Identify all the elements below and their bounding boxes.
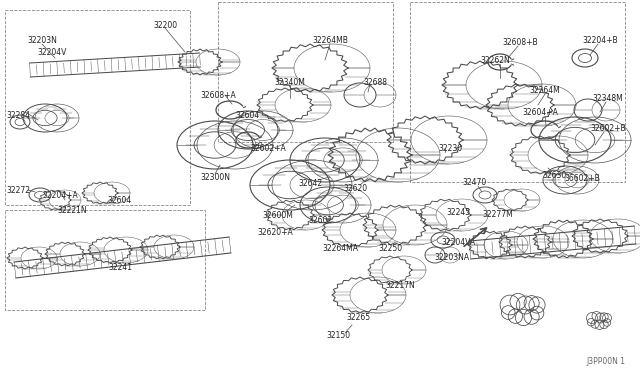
Text: 32203N: 32203N: [27, 35, 57, 45]
Text: 32265: 32265: [346, 314, 370, 323]
Text: 32150: 32150: [326, 330, 350, 340]
Text: 32204+B: 32204+B: [582, 35, 618, 45]
Text: 32300N: 32300N: [200, 173, 230, 182]
Text: 32230: 32230: [438, 144, 462, 153]
Text: 32264M: 32264M: [530, 86, 561, 94]
Text: 32340M: 32340M: [275, 77, 305, 87]
Text: 32608+B: 32608+B: [502, 38, 538, 46]
Text: 32200: 32200: [153, 20, 177, 29]
Text: 32241: 32241: [108, 263, 132, 273]
Text: 36602+B: 36602+B: [564, 173, 600, 183]
Text: 32272: 32272: [6, 186, 30, 195]
Text: 32620+A: 32620+A: [257, 228, 293, 237]
Text: 32630: 32630: [543, 170, 567, 180]
Text: 32277M: 32277M: [483, 209, 513, 218]
Text: 32620: 32620: [343, 183, 367, 192]
Text: 32250: 32250: [378, 244, 402, 253]
Text: 32262N: 32262N: [480, 55, 510, 64]
Text: 32221N: 32221N: [57, 205, 87, 215]
Text: 32604: 32604: [236, 110, 260, 119]
Text: 32470: 32470: [463, 177, 487, 186]
Text: 32245: 32245: [446, 208, 470, 217]
Text: 32204+A: 32204+A: [42, 190, 78, 199]
Bar: [5, 10, 190, 205]
Text: 32604+A: 32604+A: [522, 108, 558, 116]
Text: 32203NA: 32203NA: [435, 253, 470, 263]
Text: 32264MB: 32264MB: [312, 35, 348, 45]
Text: 32284: 32284: [6, 110, 30, 119]
Text: 32348M: 32348M: [593, 93, 623, 103]
Bar: [218, 2, 393, 142]
Bar: [5, 210, 205, 310]
Text: 32602+B: 32602+B: [590, 124, 626, 132]
Text: 32608+A: 32608+A: [200, 90, 236, 99]
Text: J3PP00N 1: J3PP00N 1: [586, 357, 625, 366]
Text: 32642: 32642: [298, 179, 322, 187]
Text: 32600M: 32600M: [262, 211, 293, 219]
Text: 32217N: 32217N: [385, 280, 415, 289]
Bar: [410, 2, 625, 182]
Text: 32688: 32688: [363, 77, 387, 87]
Text: 32602: 32602: [308, 215, 332, 224]
Text: 32204VA: 32204VA: [441, 237, 475, 247]
Text: 32602+A: 32602+A: [250, 144, 286, 153]
Text: 32264MA: 32264MA: [322, 244, 358, 253]
Text: 32604: 32604: [108, 196, 132, 205]
Text: 32204V: 32204V: [37, 48, 67, 57]
